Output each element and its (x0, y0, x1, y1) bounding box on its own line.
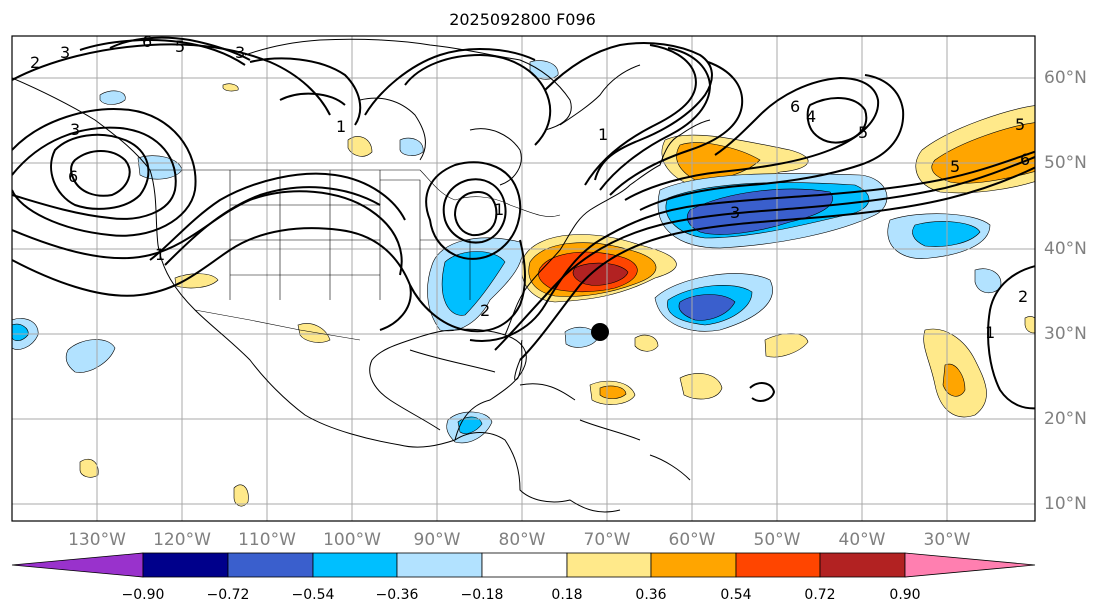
lon-label: 100°W (323, 530, 381, 550)
lon-label: 40°W (838, 530, 886, 550)
contour-label: 5 (175, 37, 185, 56)
map-frame (11, 35, 1036, 522)
colorbar-tick: 0.72 (804, 587, 836, 603)
contour-labels: 2 3 6 5 3 1 3 6 6 4 5 1 5 1 2 5 6 3 1 2 … (30, 32, 1030, 342)
lon-label: 70°W (583, 530, 631, 550)
lat-label: 40°N (1044, 239, 1087, 259)
contour-label: 6 (142, 32, 152, 51)
contour-label: 3 (60, 43, 70, 62)
graticule (12, 36, 1035, 521)
colorbar-tick: −0.18 (460, 587, 504, 603)
lat-label: 10°N (1044, 494, 1087, 514)
lon-label: 90°W (413, 530, 461, 550)
lat-label: 60°N (1044, 68, 1087, 88)
contour-label: 5 (858, 123, 868, 142)
contour-label: 2 (1018, 287, 1028, 306)
lon-label: 30°W (923, 530, 971, 550)
contour-label: 6 (1020, 150, 1030, 169)
storm-center-dot (591, 323, 609, 341)
height-contours (12, 36, 1035, 410)
contour-label: 5 (950, 157, 960, 176)
colorbar-tick: 0.90 (889, 587, 921, 603)
lon-label: 80°W (498, 530, 546, 550)
colorbar-tick: −0.54 (291, 587, 335, 603)
colorbar-tick: −0.72 (206, 587, 250, 603)
lat-label: 30°N (1044, 324, 1087, 344)
contour-label: 5 (1015, 115, 1025, 134)
contour-label: 2 (30, 53, 40, 72)
contour-label: 6 (790, 97, 800, 116)
contour-label: 2 (480, 301, 490, 320)
lon-label: 50°W (753, 530, 801, 550)
contour-label: 3 (70, 120, 80, 139)
colorbar (11, 552, 1036, 578)
colorbar-tick: 0.36 (635, 587, 667, 603)
colorbar-extend-low (11, 552, 144, 578)
contour-label: 3 (730, 203, 740, 222)
lon-label: 120°W (153, 530, 211, 550)
lon-label: 110°W (238, 530, 296, 550)
colorbar-tick: −0.36 (375, 587, 419, 603)
colorbar-tick: 0.18 (551, 587, 583, 603)
contour-label: 1 (598, 125, 608, 144)
lat-label: 50°N (1044, 153, 1087, 173)
map-title: 2025092800 F096 (449, 10, 596, 29)
contour-label: 6 (68, 167, 78, 186)
lon-label: 130°W (68, 530, 126, 550)
lon-label: 60°W (668, 530, 716, 550)
contour-label: 4 (806, 107, 816, 126)
contour-label: 3 (235, 43, 245, 62)
colorbar-tick: 0.54 (720, 587, 752, 603)
anomaly-shading (12, 60, 1035, 507)
colorbar-tick: −0.90 (121, 587, 165, 603)
lat-label: 20°N (1044, 409, 1087, 429)
contour-label: 1 (155, 245, 165, 264)
contour-label: 1 (494, 200, 504, 219)
contour-label: 1 (336, 117, 346, 136)
contour-label: 1 (985, 323, 995, 342)
colorbar-extend-high (904, 552, 1036, 578)
